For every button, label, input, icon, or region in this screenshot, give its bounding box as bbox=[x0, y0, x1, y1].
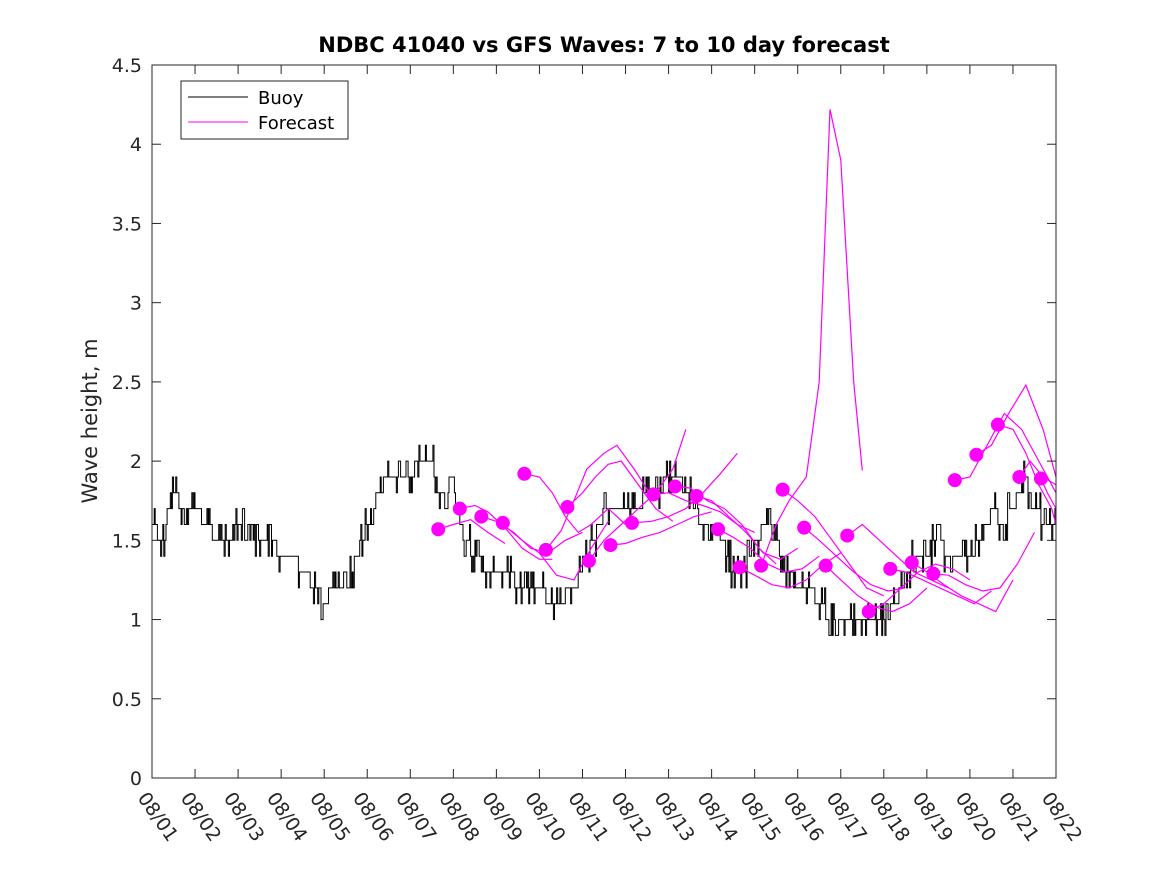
forecast-point bbox=[689, 488, 704, 503]
forecast-run-line bbox=[868, 563, 971, 613]
forecast-point bbox=[797, 520, 812, 535]
legend-box bbox=[180, 80, 349, 140]
x-tick-label: 08/04 bbox=[262, 788, 311, 845]
chart-title: NDBC 41040 vs GFS Waves: 7 to 10 day for… bbox=[318, 33, 889, 57]
forecast-point bbox=[947, 473, 962, 488]
forecast-run-line bbox=[782, 489, 885, 597]
forecast-point bbox=[538, 542, 553, 557]
forecast-point bbox=[1033, 471, 1048, 486]
forecast-run-line bbox=[890, 568, 992, 605]
legend: Buoy Forecast bbox=[180, 80, 349, 140]
plot-area bbox=[152, 65, 1056, 778]
forecast-point bbox=[560, 500, 575, 515]
x-tick-label: 08/08 bbox=[434, 788, 483, 845]
forecast-run-line bbox=[954, 412, 1057, 494]
x-tick-label: 08/10 bbox=[520, 788, 569, 845]
x-tick-label: 08/13 bbox=[649, 788, 698, 845]
x-tick-label: 08/18 bbox=[865, 788, 914, 845]
forecast-point bbox=[646, 487, 661, 502]
forecast-point bbox=[883, 561, 898, 576]
series-layer bbox=[152, 109, 1057, 636]
forecast-point bbox=[517, 466, 532, 481]
forecast-point bbox=[904, 555, 919, 570]
forecast-point bbox=[474, 509, 489, 524]
forecast-point bbox=[431, 522, 446, 537]
forecast-run-line bbox=[502, 520, 609, 581]
x-tick-label: 08/19 bbox=[908, 788, 957, 845]
forecast-run-line bbox=[760, 109, 863, 566]
x-tick-label: 08/11 bbox=[563, 788, 612, 845]
forecast-point bbox=[818, 558, 833, 573]
y-tick-label: 1.5 bbox=[112, 530, 142, 552]
forecast-point bbox=[668, 479, 683, 494]
x-tick-label: 08/09 bbox=[477, 788, 526, 845]
legend-forecast-label: Forecast bbox=[258, 113, 334, 134]
forecast-point bbox=[581, 553, 596, 568]
forecast-run-line bbox=[997, 424, 1057, 525]
x-tick-label: 08/22 bbox=[1037, 788, 1086, 845]
forecast-point bbox=[840, 528, 855, 543]
y-tick-label: 4 bbox=[130, 134, 142, 156]
forecast-point bbox=[969, 447, 984, 462]
forecast-run-line bbox=[803, 527, 906, 592]
y-tick-label: 2 bbox=[130, 451, 142, 473]
forecast-point bbox=[775, 482, 790, 497]
x-tick-label: 08/20 bbox=[951, 788, 1000, 845]
x-tick-label: 08/06 bbox=[348, 788, 397, 845]
forecast-run-line bbox=[588, 429, 687, 562]
marker-layer bbox=[431, 417, 1048, 619]
x-tick-label: 08/21 bbox=[994, 788, 1043, 845]
forecast-point bbox=[624, 515, 639, 530]
x-tick-label: 08/05 bbox=[305, 788, 354, 845]
x-tick-label: 08/01 bbox=[133, 788, 182, 845]
forecast-point bbox=[990, 417, 1005, 432]
forecast-point bbox=[754, 558, 769, 573]
forecast-run-line bbox=[566, 460, 674, 522]
y-tick-label: 4.5 bbox=[112, 55, 142, 77]
x-tick-label: 08/03 bbox=[219, 788, 268, 845]
y-tick-label: 3 bbox=[130, 293, 142, 315]
y-axis-label: Wave height, m bbox=[78, 338, 102, 503]
forecast-point bbox=[495, 515, 510, 530]
forecast-run-line bbox=[438, 519, 506, 545]
x-tick-label: 08/14 bbox=[693, 788, 742, 845]
y-tick-label: 0.5 bbox=[112, 689, 142, 711]
x-tick-label: 08/02 bbox=[176, 788, 225, 845]
forecast-point bbox=[711, 522, 726, 537]
forecast-point bbox=[732, 560, 747, 575]
x-tick-label: 08/07 bbox=[391, 788, 440, 845]
axes-box bbox=[151, 64, 1057, 779]
y-tick-label: 0 bbox=[130, 768, 142, 790]
forecast-run-line bbox=[524, 473, 626, 534]
forecast-point bbox=[1012, 469, 1027, 484]
forecast-run-line bbox=[631, 452, 738, 524]
forecast-run-line bbox=[1018, 460, 1057, 486]
forecast-run-line bbox=[933, 532, 1036, 592]
y-tick-label: 2.5 bbox=[112, 372, 142, 394]
y-axis: 0 0.5 1 1.5 2 2.5 3 3.5 4 4.5 bbox=[112, 55, 1056, 790]
x-tick-label: 08/15 bbox=[736, 788, 785, 845]
forecast-run-line bbox=[696, 495, 799, 560]
x-tick-label: 08/17 bbox=[822, 788, 871, 845]
forecast-point bbox=[452, 501, 467, 516]
forecast-point bbox=[861, 604, 876, 619]
y-tick-label: 1 bbox=[130, 610, 142, 632]
forecast-point bbox=[603, 538, 618, 553]
forecast-run-line bbox=[545, 444, 652, 551]
forecast-run-line bbox=[825, 565, 928, 613]
y-tick-label: 3.5 bbox=[112, 213, 142, 235]
forecast-run-line bbox=[976, 383, 1057, 478]
x-tick-label: 08/16 bbox=[779, 788, 828, 845]
x-tick-label: 08/12 bbox=[606, 788, 655, 845]
forecast-point bbox=[926, 566, 941, 581]
forecast-run-line bbox=[610, 511, 712, 546]
legend-buoy-label: Buoy bbox=[258, 88, 304, 109]
